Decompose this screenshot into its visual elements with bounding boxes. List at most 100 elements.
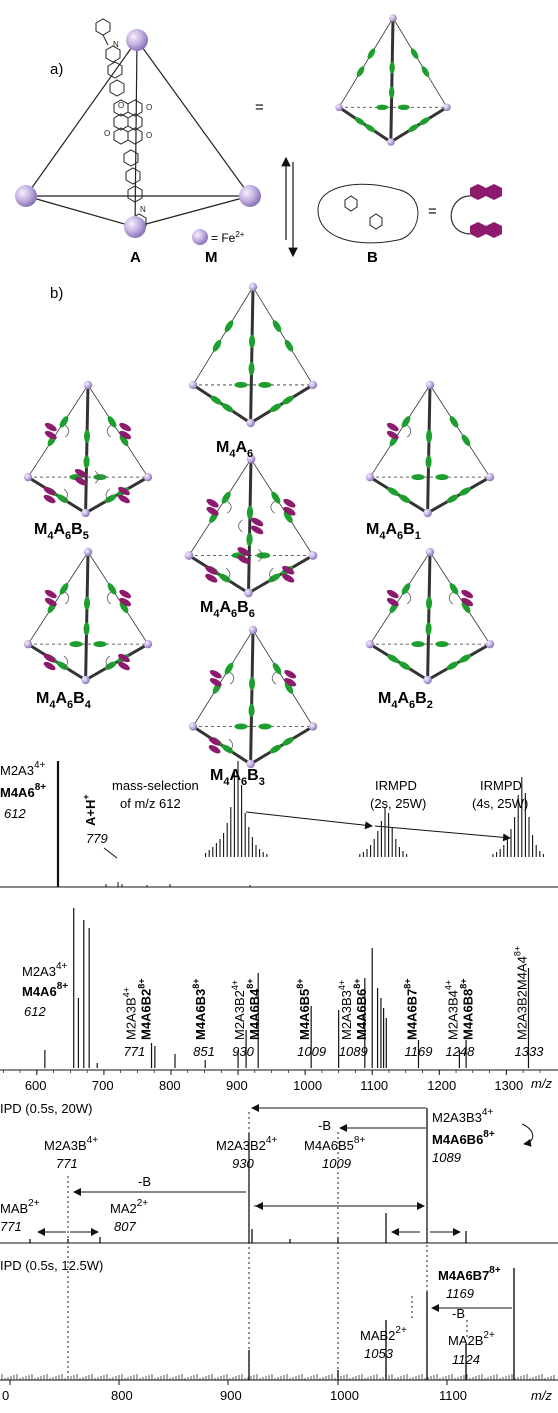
fe-vertex — [308, 380, 318, 390]
fe-vertex — [308, 551, 318, 560]
s2-peak-label: 1089 M2A3B34+M4A6B68+ — [337, 978, 369, 1059]
svg-text:N: N — [113, 40, 119, 49]
s4-xunit: m/z — [531, 1388, 552, 1403]
x-tick-label: 0 — [2, 1388, 9, 1403]
cage-layer — [23, 14, 495, 769]
s3-minus-b: -B — [138, 1174, 151, 1189]
fe-vertex — [425, 547, 435, 557]
svg-text:1333: 1333 — [514, 1044, 544, 1059]
cage-diagram — [188, 282, 318, 428]
spectrum-2: 600 700 800 900 1000 1100 1200 1300 M2A34+ M4A68… — [0, 908, 558, 1093]
x-tick-label: 1300 — [494, 1078, 523, 1093]
s4-mab2-mz: 1053 — [364, 1346, 394, 1361]
svg-text:MA2B2+: MA2B2+ — [448, 1330, 495, 1348]
s4-minus-b: -B — [452, 1306, 465, 1321]
x-tick-label: 1000 — [293, 1078, 322, 1093]
equals-sign: = — [255, 99, 264, 116]
svg-text:of m/z 612: of m/z 612 — [120, 796, 181, 811]
cage-label: M4A6B1 — [366, 521, 421, 542]
svg-text:M4A6B78+: M4A6B78+ — [402, 978, 419, 1040]
s3-minus-b: -B — [318, 1118, 331, 1133]
fe-vertex — [423, 508, 432, 518]
svg-text:A+H+: A+H+ — [81, 794, 98, 826]
irmpd-b-line1: IRMPD — [480, 778, 522, 793]
label-a: A — [130, 249, 141, 266]
mass-selection-line1: mass-selection — [112, 778, 199, 793]
spectrum-4-peaks — [1, 1268, 555, 1380]
fe-vertex — [365, 639, 375, 649]
fe-vertex — [81, 508, 90, 518]
s3-parent-mz: 1089 — [432, 1150, 461, 1165]
svg-text:1169: 1169 — [404, 1044, 432, 1059]
cage-labels: M4A6 M4A6B5 M4A6B1 M4A6B6 M4A6B4 M4A6B2 M4A6B3 — [34, 439, 433, 788]
svg-text:M4A6B68+: M4A6B68+ — [352, 978, 369, 1040]
label-b: B — [367, 249, 378, 266]
s3-m2a3b2: M2A3B2 — [216, 1138, 266, 1153]
svg-text:1089: 1089 — [339, 1044, 368, 1059]
s1-label-bottom: M4A6 — [0, 785, 35, 800]
s2-peak-label: 771 M2A3B4+ M4A6B28+ — [122, 978, 154, 1059]
fe-vertex — [143, 639, 153, 649]
svg-text:M2A3B2M4A48+: M2A3B2M4A48+ — [512, 946, 529, 1040]
s1-label-top: M2A3 — [0, 763, 34, 778]
s3-m2a3b-mz: 771 — [56, 1156, 78, 1171]
fe-vertex — [239, 185, 261, 207]
fe-vertex — [485, 639, 495, 649]
fe-vertex — [246, 454, 256, 464]
cage-diagram — [23, 547, 153, 685]
s3-parent-top: M2A3B3 — [432, 1110, 482, 1125]
cage-label: M4A6B3 — [210, 767, 265, 788]
large-tetrahedron — [25, 39, 251, 228]
x-tick-label: 1100 — [360, 1078, 388, 1093]
svg-text:M4A6B48+: M4A6B48+ — [245, 978, 262, 1040]
spectrum-2-peaks — [44, 908, 530, 1068]
svg-text:M2A34+: M2A34+ — [0, 760, 46, 778]
fe-vertex — [246, 418, 255, 428]
svg-text:N: N — [140, 205, 146, 214]
svg-text:MA22+: MA22+ — [110, 1198, 148, 1216]
svg-text:M4A6B58+: M4A6B58+ — [295, 978, 312, 1040]
svg-text:612: 612 — [24, 1004, 46, 1019]
s3-m2a3b2-mz: 930 — [232, 1156, 254, 1171]
fe-vertex — [188, 722, 198, 731]
x-tick-label: 900 — [220, 1388, 242, 1403]
spectrum-1-peaks — [56, 761, 544, 887]
s3-ma2-mz: 807 — [114, 1219, 136, 1234]
fe-vertex — [485, 472, 495, 482]
fe-vertex — [425, 380, 435, 390]
spectrum-3: IPD (0.5s, 20W) M2A3B34+ M4A6B68+ 1089 M… — [0, 1101, 558, 1244]
fe-vertex — [15, 185, 37, 207]
s2-peak-label: 1333 M2A3B2M4A48+ — [512, 946, 544, 1059]
fe-vertex — [126, 29, 148, 51]
svg-text:M2A3B34+: M2A3B34+ — [337, 980, 354, 1040]
s2-peak-label: 1248 M2A3B44+M4A6B88+ — [443, 978, 475, 1059]
s3-ma2: MA2 — [110, 1201, 137, 1216]
s4-title: IPD (0.5s, 12.5W) — [0, 1258, 103, 1273]
s4-ma2b-mz: 1124 — [452, 1352, 480, 1367]
fe-vertex — [308, 722, 318, 731]
s1-ah-mz: 779 — [86, 831, 108, 846]
dotted-guides — [67, 1112, 468, 1380]
s3-curved-arrow — [521, 1123, 534, 1147]
fe-vertex — [246, 759, 255, 769]
s2-peak-label: 930 M2A3B24+M4A6B48+ — [230, 978, 262, 1059]
s3-mab-mz: 771 — [0, 1219, 22, 1234]
fe-vertex — [23, 472, 33, 482]
spectrum-4: IPD (0.5s, 12.5W) 0 800 900 1000 1100 m/z M4… — [0, 1258, 558, 1403]
svg-text:M2A3B24+: M2A3B24+ — [216, 1135, 277, 1153]
s2-peak-label: M2A34+ M4A68+ 612 — [22, 961, 68, 1019]
svg-text:M4A6B68+: M4A6B68+ — [432, 1129, 495, 1147]
fe-vertex — [389, 14, 397, 22]
fe-vertex — [124, 216, 146, 238]
s2-peak-label: 1169 M4A6B78+ — [402, 978, 432, 1059]
selection-arrow-1 — [245, 811, 373, 830]
mass-selection-line2: of m/z 612 — [120, 796, 181, 811]
svg-text:M2A34+: M2A34+ — [22, 961, 68, 979]
spectrum-1: M2A34+ M4A68+ 612 A+H+ 779 mass-selectio… — [0, 760, 558, 888]
svg-text:M4A6B38+: M4A6B38+ — [191, 978, 208, 1040]
s1-ah-label: A+H — [83, 800, 98, 826]
x-tick-label: 600 — [25, 1078, 47, 1093]
fe-vertex — [83, 547, 93, 557]
equals-sign: = — [428, 203, 437, 220]
